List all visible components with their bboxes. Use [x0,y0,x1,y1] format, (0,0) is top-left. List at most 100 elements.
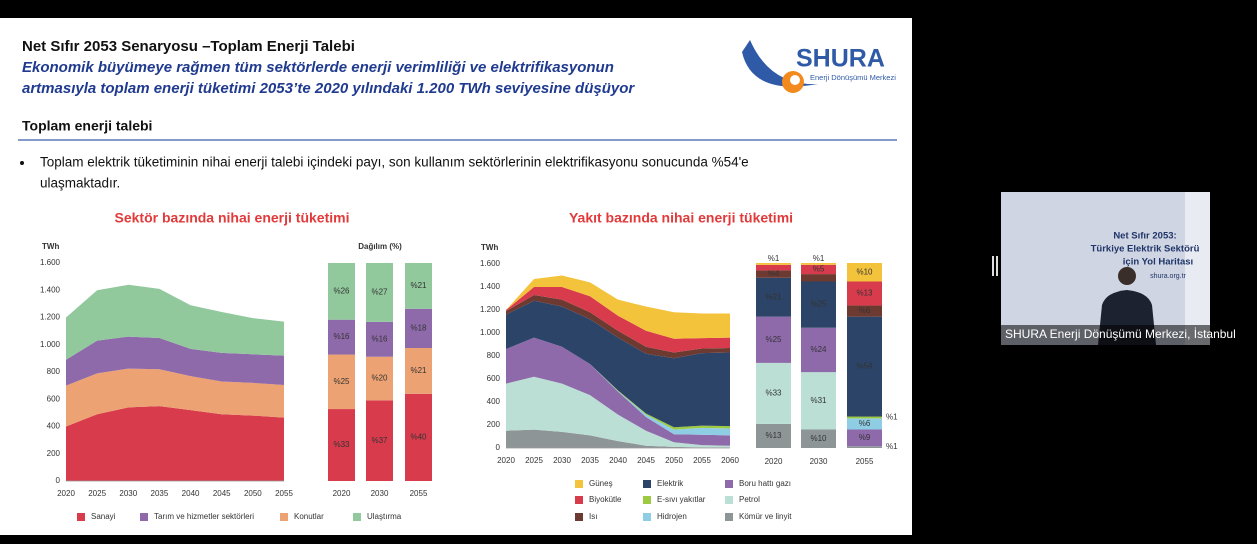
legend-swatch [725,496,733,504]
data-label: %25 [333,377,350,386]
x-tick-label: 2035 [581,456,599,465]
bullet-text: ulaşmaktadır. [40,176,120,191]
area-series [66,336,284,386]
data-label: %1 [886,442,898,451]
x-tick-label: 2030 [553,456,571,465]
bar-segment [801,274,836,282]
data-label: %24 [810,345,827,354]
bar-segment [801,327,836,373]
pause-icon [992,256,994,276]
y-tick-label: 1.600 [480,259,501,268]
data-label: %25 [765,335,782,344]
bar-segment [801,263,836,265]
bar-segment [847,446,882,448]
legend-label: Ulaştırma [367,512,402,521]
bar-segment [847,281,882,306]
video-slide-url: shura.org.tr [1150,273,1186,280]
data-label: %6 [859,419,871,428]
y-tick-label: 200 [47,449,61,458]
y-tick-label: 400 [487,397,501,406]
bar-segment [801,429,836,448]
legend-label: Tarım ve hizmetler sektörleri [154,512,254,521]
chart-title: Sektör bazında nihai enerji tüketimi [115,210,350,226]
area-series [506,300,730,428]
bar-segment [328,263,355,320]
legend-label: E-sıvı yakıtlar [657,495,706,504]
bar-segment [756,270,791,278]
bar-segment [405,308,432,349]
data-label: %1 [886,413,898,422]
section-title: Toplam enerji talebi [22,118,152,134]
data-label: %16 [333,332,350,341]
bar-segment [801,264,836,275]
bar-segment [405,393,432,481]
y-axis-label: TWh [481,243,498,252]
x-tick-label: 2025 [88,489,106,498]
chart-title: Dağılım (%) [358,242,402,251]
x-tick-label: 2025 [525,456,543,465]
legend-label: Konutlar [294,512,324,521]
data-label: %33 [333,440,350,449]
x-tick-label: 2055 [410,489,428,498]
legend-label: Elektrik [657,479,684,488]
video-screen [1185,192,1210,345]
data-label: %26 [333,286,350,295]
y-tick-label: 1.400 [40,285,61,294]
video-slide-text: Türkiye Elektrik Sektörü [1091,244,1200,255]
legend-swatch [725,480,733,488]
logo-circle-inner [790,75,800,85]
x-tick-label: 2050 [244,489,262,498]
data-label: %54 [856,362,873,371]
y-tick-label: 1.200 [480,305,501,314]
x-tick-label: 2055 [693,456,711,465]
video-slide-text: için Yol Haritası [1123,257,1193,268]
person-head [1118,267,1136,285]
y-tick-label: 1.000 [40,340,61,349]
legend-swatch [140,513,148,521]
area-series [66,284,284,360]
legend-swatch [575,496,583,504]
y-tick-label: 1.600 [40,258,61,267]
bar-segment [756,316,791,363]
legend-label: Biyokütle [589,495,622,504]
area-series [506,287,730,353]
data-label: %21 [765,292,782,301]
x-tick-label: 2045 [637,456,655,465]
x-tick-label: 2020 [57,489,75,498]
area-series [506,295,730,359]
bar-segment [366,263,393,322]
bar-segment [756,277,791,317]
data-label: %13 [765,431,782,440]
bar-segment [847,416,882,419]
legend-swatch [353,513,361,521]
charts: 0 200 400 600 800 1.000 1.200 1.400 1.600 2020 202… [40,254,898,521]
bar-segment [801,372,836,430]
area-series [506,275,730,339]
y-tick-label: 1.400 [480,282,501,291]
legend-swatch [643,513,651,521]
data-label: %21 [410,366,427,375]
bar-segment [328,409,355,481]
bar-segment [366,321,393,357]
bar-segment [756,263,791,265]
area-series [66,406,284,481]
legend-label: Hidrojen [657,512,687,521]
y-axis-label: TWh [42,242,59,251]
x-tick-label: 2020 [333,489,351,498]
data-label: %40 [410,433,427,442]
logo-swoosh [742,40,818,87]
x-tick-label: 2040 [182,489,200,498]
legend-label: Boru hattı gazı [739,479,791,488]
bar-segment [847,316,882,417]
slide-title: Net Sıfır 2053 Senaryosu –Toplam Enerji … [22,38,355,55]
bullet-dot [20,161,24,165]
data-label: %37 [371,436,388,445]
data-label: %5 [813,265,825,274]
bar-segment [756,362,791,424]
data-label: %16 [371,334,388,343]
data-label: %1 [768,254,780,263]
bar-segment [756,264,791,271]
bar-segment [366,356,393,401]
